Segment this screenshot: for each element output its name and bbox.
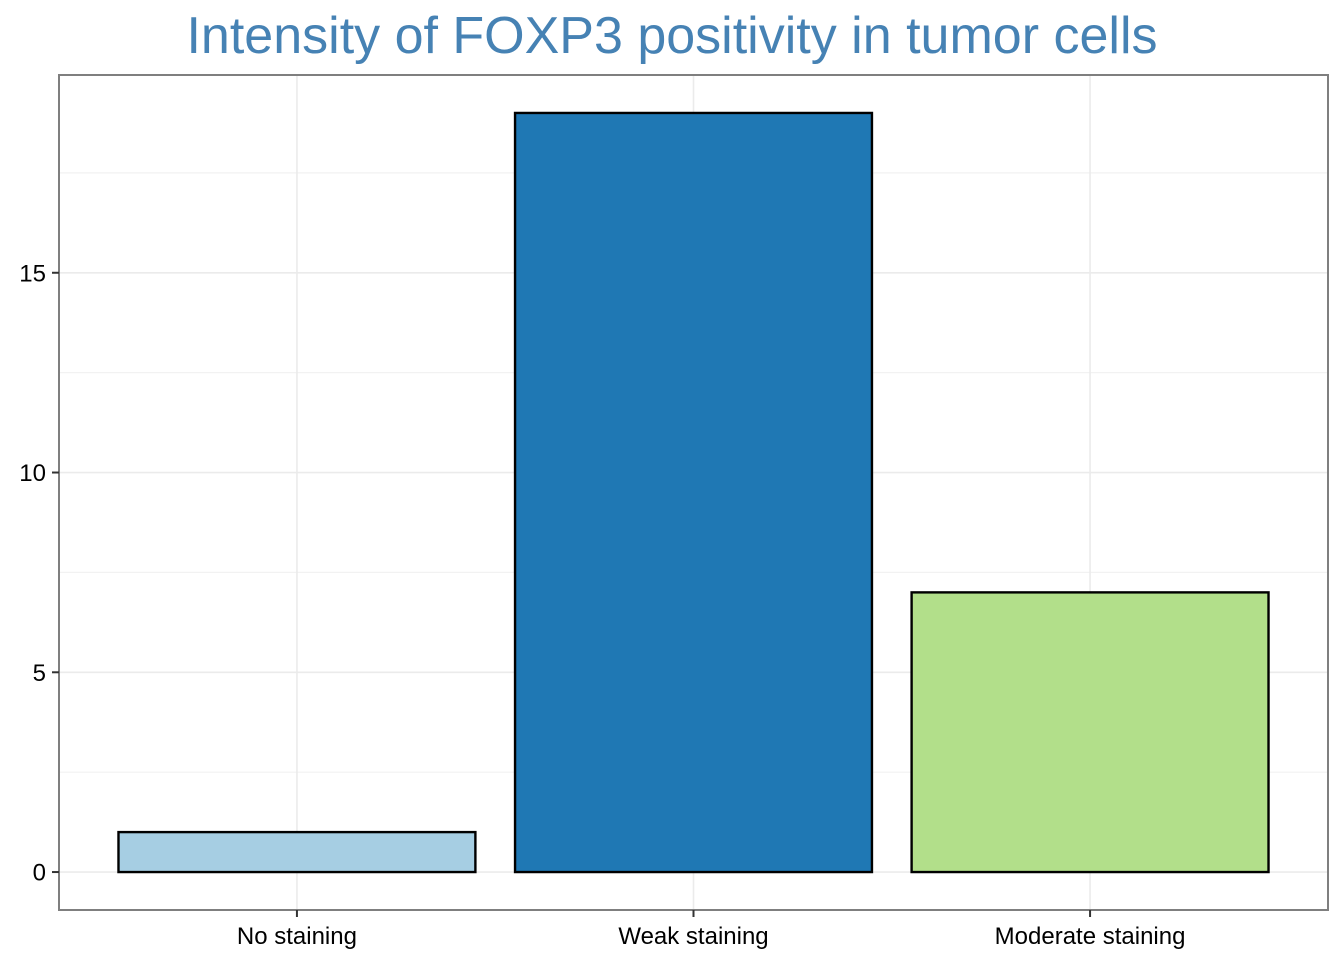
- y-tick-label: 10: [19, 460, 46, 487]
- x-axis: No staining Weak staining Moderate stainin…: [237, 910, 1186, 950]
- bar-no-staining: [117, 830, 477, 874]
- x-tick-label: Weak staining: [618, 923, 768, 950]
- y-tick-label: 15: [19, 260, 46, 287]
- y-axis: 0 5 10 15: [19, 260, 59, 887]
- y-tick-label: 0: [33, 860, 46, 887]
- x-tick-label: Moderate staining: [995, 923, 1186, 950]
- chart-title: Intensity of FOXP3 positivity in tumor c…: [186, 7, 1158, 65]
- x-tick-label: No staining: [237, 923, 357, 950]
- bars: [117, 111, 1270, 874]
- bar-weak-staining: [513, 111, 874, 874]
- bar-moderate-staining: [910, 591, 1270, 874]
- y-tick-label: 5: [33, 660, 46, 687]
